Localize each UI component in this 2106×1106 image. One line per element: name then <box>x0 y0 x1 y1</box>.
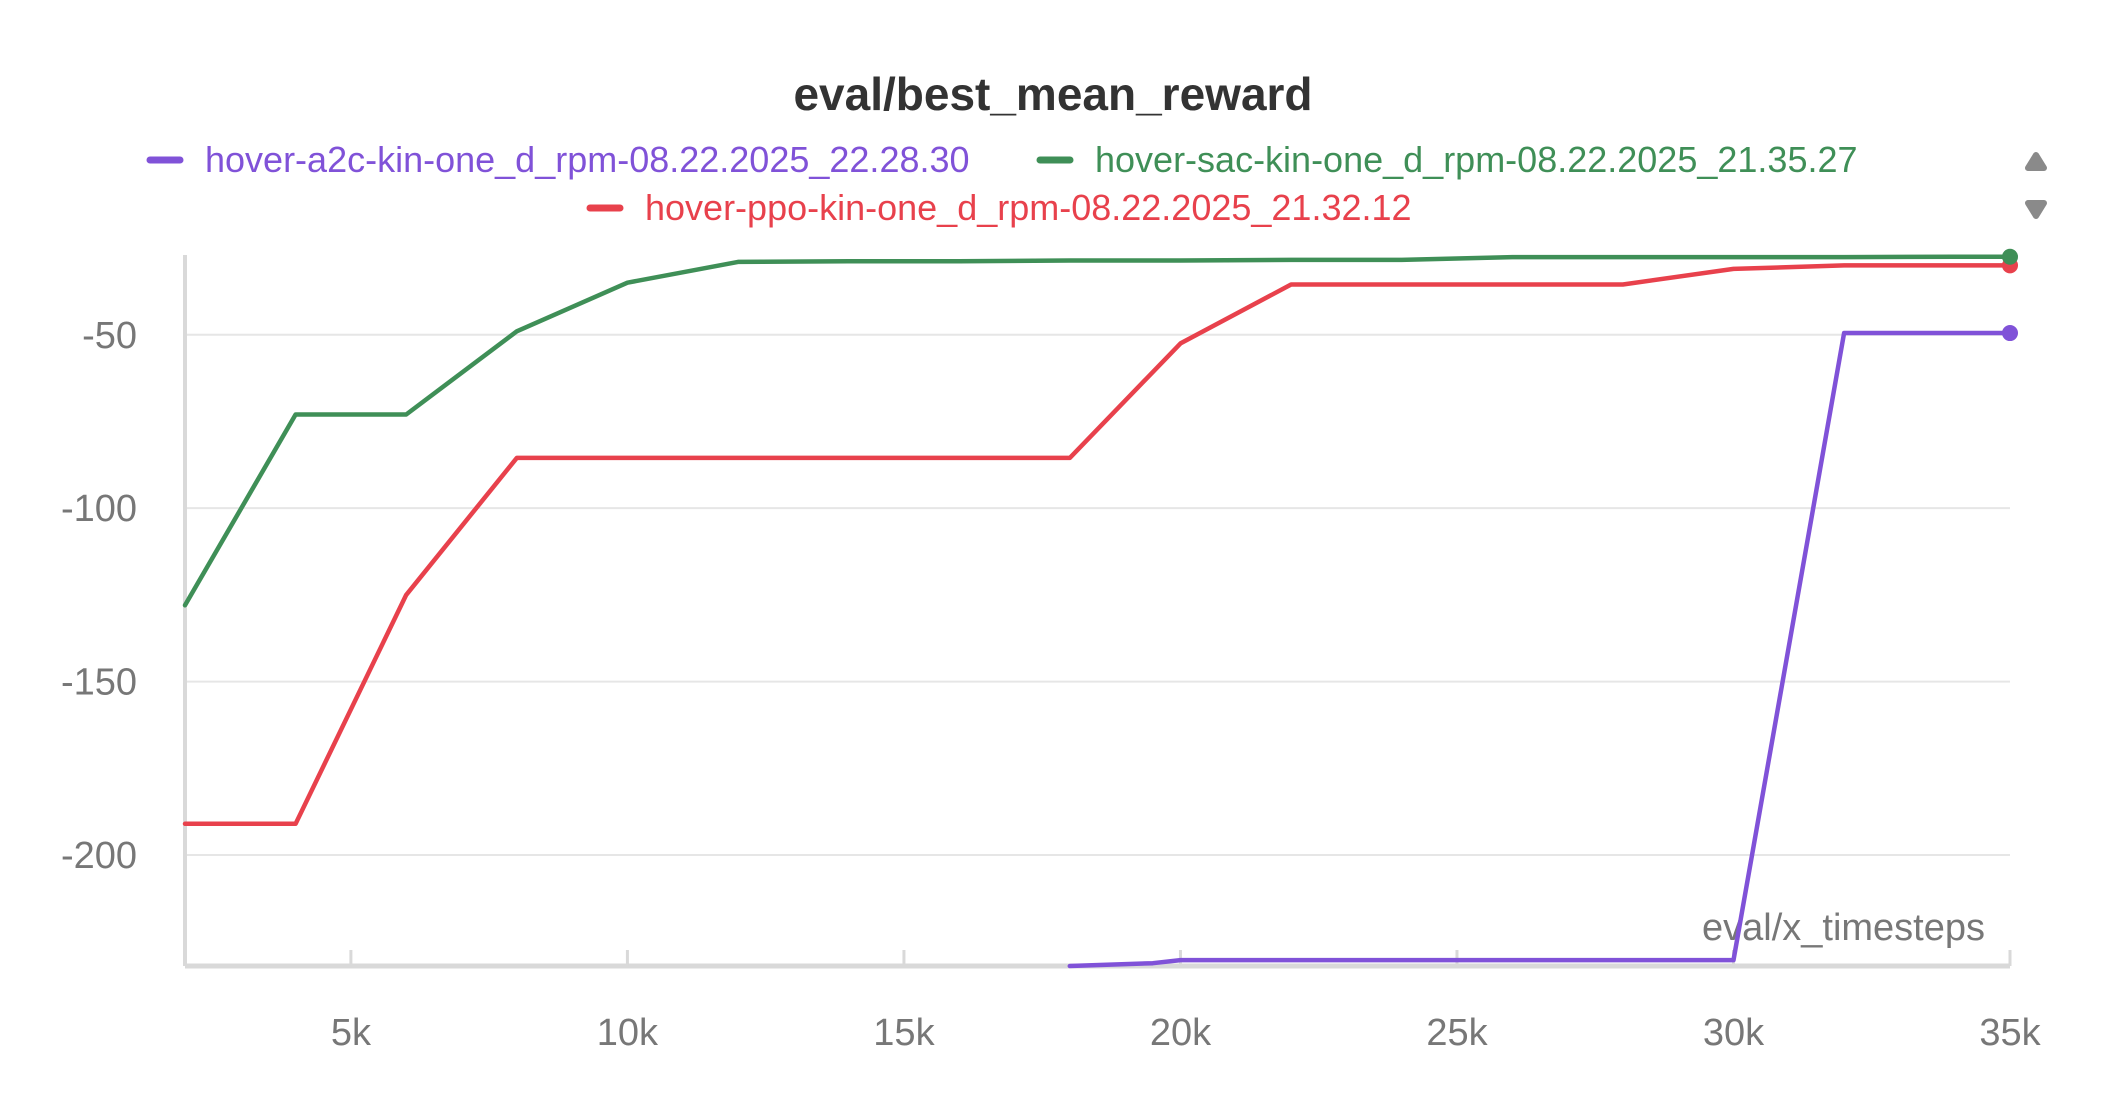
series-end-point <box>2002 325 2018 342</box>
chart-title: eval/best_mean_reward <box>793 68 1312 120</box>
series-line <box>182 254 2013 608</box>
legend-label: hover-a2c-kin-one_d_rpm-08.22.2025_22.28… <box>205 139 970 180</box>
x-axis-label: eval/x_timesteps <box>1702 907 1985 949</box>
legend-scroll-up-button[interactable] <box>2025 152 2047 171</box>
grid-lines <box>185 333 2010 857</box>
series-line <box>182 263 2013 827</box>
x-tick-label: 15k <box>873 1012 935 1054</box>
y-tick-label: -200 <box>61 835 137 877</box>
legend-label: hover-sac-kin-one_d_rpm-08.22.2025_21.35… <box>1095 139 1858 180</box>
legend-item[interactable]: hover-a2c-kin-one_d_rpm-08.22.2025_22.28… <box>146 139 970 180</box>
tick-labels: -50 -100 -150 -200 5k 10k 15k 20k 25k 30k 35k <box>61 315 2042 1054</box>
legend-label: hover-ppo-kin-one_d_rpm-08.22.2025_21.32… <box>645 187 1412 228</box>
triangle-up-icon <box>2025 152 2047 171</box>
legend-scroll-down-button[interactable] <box>2025 200 2047 219</box>
x-tick-label: 25k <box>1426 1012 1488 1054</box>
x-tick-label: 10k <box>597 1012 659 1054</box>
triangle-down-icon <box>2025 200 2047 219</box>
y-tick-label: -100 <box>61 488 137 530</box>
legend-item[interactable]: hover-ppo-kin-one_d_rpm-08.22.2025_21.32… <box>586 187 1412 228</box>
legend-item[interactable]: hover-sac-kin-one_d_rpm-08.22.2025_21.35… <box>1036 139 1858 180</box>
x-tick-label: 20k <box>1150 1012 1212 1054</box>
y-tick-label: -50 <box>82 315 137 357</box>
y-tick-label: -150 <box>61 662 137 704</box>
axes <box>183 255 2012 969</box>
series-lines <box>182 248 2018 969</box>
legend: hover-a2c-kin-one_d_rpm-08.22.2025_22.28… <box>146 139 1858 228</box>
x-tick-label: 35k <box>1979 1012 2041 1054</box>
series-end-point <box>2002 248 2018 265</box>
x-tick-label: 30k <box>1703 1012 1765 1054</box>
x-tick-label: 5k <box>331 1012 372 1054</box>
series-line <box>1067 330 2013 969</box>
